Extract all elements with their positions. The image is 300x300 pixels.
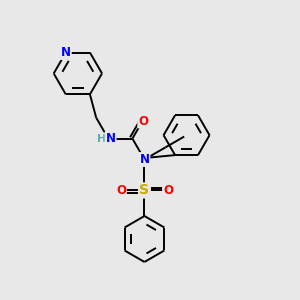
Text: O: O — [138, 115, 148, 128]
Text: O: O — [116, 184, 126, 197]
Text: S: S — [140, 183, 149, 197]
Text: N: N — [61, 46, 71, 59]
Text: O: O — [163, 184, 173, 197]
Text: N: N — [106, 132, 116, 145]
Text: H: H — [97, 134, 106, 144]
Text: N: N — [140, 153, 149, 166]
